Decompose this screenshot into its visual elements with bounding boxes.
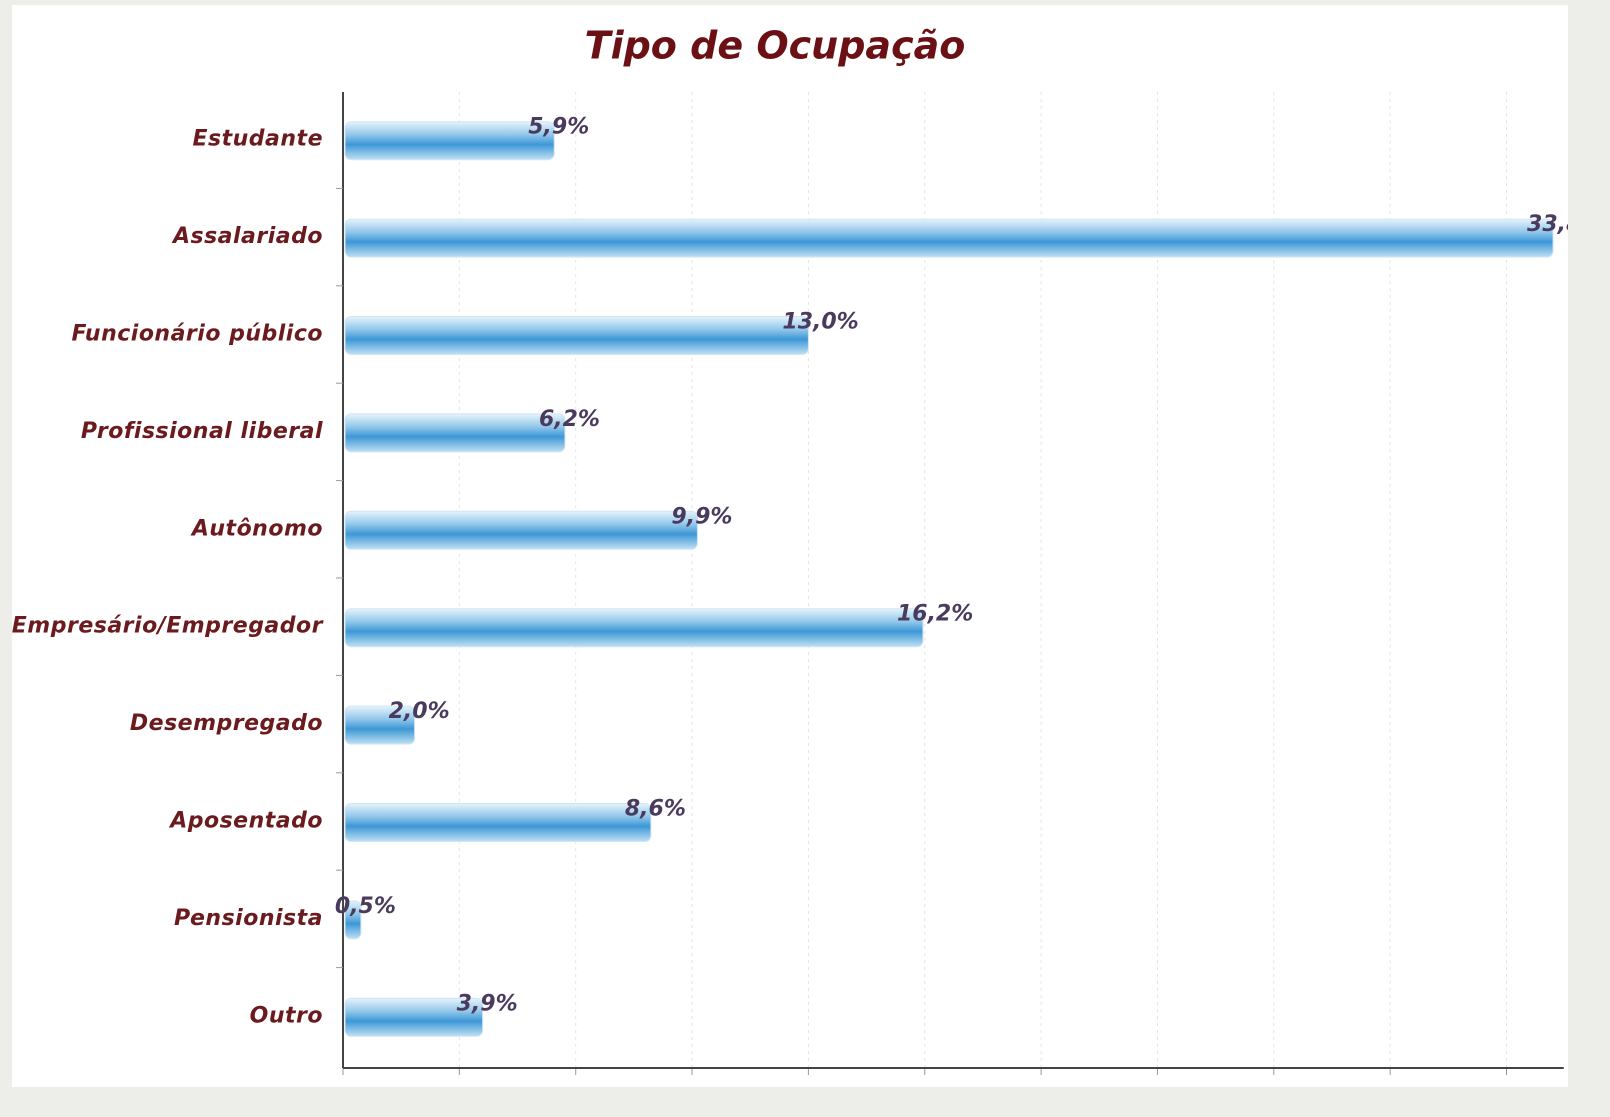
value-label: 13,0% (782, 310, 858, 335)
bar (344, 803, 652, 842)
y-tick-label: Pensionista (174, 906, 323, 931)
value-label: 0,5% (335, 894, 396, 919)
bar (344, 218, 1554, 258)
chart-title: Tipo de Ocupação (585, 24, 966, 68)
plot: Tipo de Ocupação Estudante 5,9% Assalariad… (12, 24, 1603, 1075)
bar (344, 413, 566, 453)
value-label: 2,0% (389, 699, 450, 724)
bar (344, 121, 555, 161)
y-tick-label: Assalariado (171, 224, 323, 249)
y-tick-label: Funcionário público (71, 322, 323, 347)
bar (344, 900, 362, 940)
y-tick-label: Outro (250, 1003, 323, 1028)
y-tick-label: Estudante (193, 127, 324, 152)
value-label: 8,6% (625, 797, 686, 822)
y-tick-label: Aposentado (168, 809, 323, 834)
y-tick-label: Autônomo (190, 516, 323, 541)
value-label: 33,8% (1527, 212, 1603, 237)
bar (344, 705, 416, 745)
bar (344, 510, 698, 550)
panel (12, 5, 1568, 1087)
value-label: 6,2% (539, 407, 600, 432)
y-tick-label: Empresário/Empregador (12, 614, 324, 639)
y-tick-label: Profissional liberal (81, 419, 323, 444)
bar (344, 997, 484, 1037)
value-label: 5,9% (528, 115, 589, 140)
bar (344, 608, 924, 648)
value-label: 3,9% (457, 991, 518, 1016)
y-tick-label: Desempregado (130, 711, 323, 736)
value-label: 16,2% (897, 602, 973, 627)
bar (344, 316, 809, 355)
value-label: 9,9% (671, 504, 732, 529)
